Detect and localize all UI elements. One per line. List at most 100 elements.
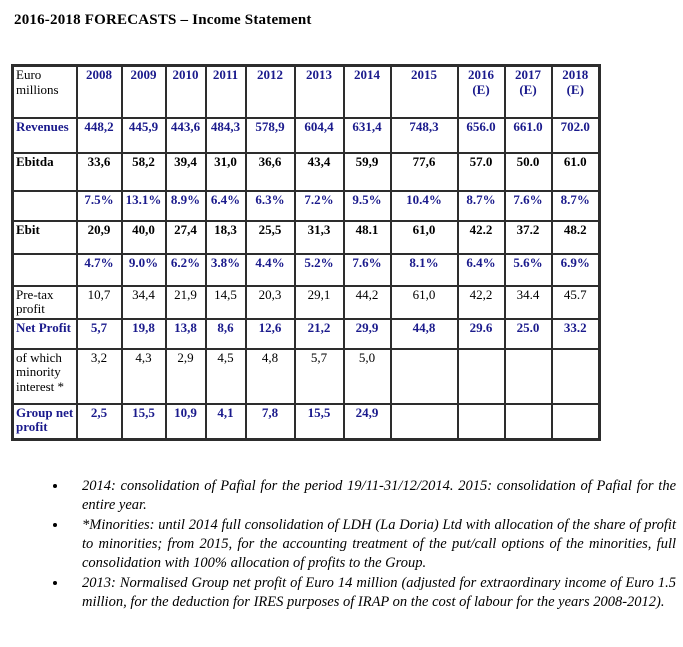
value-cell: 29.6 [456,317,506,350]
value-cell: 4.7% [75,252,123,287]
value-cell: 61.0 [550,151,601,192]
year-header-cell: 2013 [293,64,345,119]
value-cell: 631,4 [342,116,392,154]
value-cell: 33.2 [550,317,601,350]
value-cell: 18,3 [204,219,247,255]
year-header-cell: 2018 (E) [550,64,601,119]
value-cell: 42,2 [456,284,506,320]
value-cell: 5,7 [293,347,345,405]
value-cell: 748,3 [389,116,459,154]
value-cell: 8.7% [550,189,601,222]
value-cell: 7.6% [342,252,392,287]
value-cell: 8.9% [164,189,207,222]
year-header-cell: 2012 [244,64,296,119]
value-cell: 7,8 [244,402,296,441]
footnotes-list: 2014: consolidation of Pafial for the pe… [52,477,676,612]
value-cell: 448,2 [75,116,123,154]
value-cell: 9.0% [120,252,167,287]
value-cell: 19,8 [120,317,167,350]
value-cell: 10.4% [389,189,459,222]
value-cell: 13,8 [164,317,207,350]
year-header-cell: 2017 (E) [503,64,553,119]
value-cell [389,402,459,441]
value-cell: 6.3% [244,189,296,222]
value-cell: 58,2 [120,151,167,192]
value-cell: 5.2% [293,252,345,287]
income-table-body: Euro millions 2008 2009 2010 2011 2012 2013 201… [11,64,601,441]
value-cell: 31,0 [204,151,247,192]
value-cell: 4,1 [204,402,247,441]
table-row: Pre-tax profit 10,7 34,4 21,9 14,5 20,3 29,1 44… [11,284,601,320]
row-label: Group net profit [11,402,78,441]
value-cell: 4.4% [244,252,296,287]
value-cell: 5.6% [503,252,553,287]
value-cell: 5,0 [342,347,392,405]
value-cell: 12,6 [244,317,296,350]
value-cell: 8.7% [456,189,506,222]
value-cell: 40,0 [120,219,167,255]
value-cell: 29,9 [342,317,392,350]
value-cell: 4,5 [204,347,247,405]
footnote-item: *Minorities: until 2014 full consolidati… [68,516,676,573]
value-cell: 21,9 [164,284,207,320]
page-title: 2016-2018 FORECASTS – Income Statement [14,12,312,28]
value-cell: 484,3 [204,116,247,154]
value-cell: 50.0 [503,151,553,192]
value-cell: 702.0 [550,116,601,154]
value-cell: 59,9 [342,151,392,192]
value-cell: 34.4 [503,284,553,320]
value-cell [456,402,506,441]
value-cell: 13.1% [120,189,167,222]
row-label: of which minority interest * [11,347,78,405]
year-header-cell: 2015 [389,64,459,119]
year-header-cell: 2009 [120,64,167,119]
value-cell: 4,8 [244,347,296,405]
table-row: 7.5% 13.1% 8.9% 6.4% 6.3% 7.2% 9.5% 10.4% 8.7% 7.… [11,189,601,222]
row-label: Revenues [11,116,78,154]
value-cell: 44,8 [389,317,459,350]
value-cell [550,402,601,441]
value-cell: 15,5 [293,402,345,441]
value-cell: 6.4% [204,189,247,222]
value-cell: 61,0 [389,284,459,320]
value-cell: 21,2 [293,317,345,350]
year-header-cell: 2011 [204,64,247,119]
row-label: Net Profit [11,317,78,350]
footnote-item: 2014: consolidation of Pafial for the pe… [68,477,676,515]
value-cell: 6.9% [550,252,601,287]
value-cell [503,347,553,405]
value-cell [550,347,601,405]
table-row: Group net profit 2,5 15,5 10,9 4,1 7,8 15,5 24,… [11,402,601,441]
value-cell: 2,5 [75,402,123,441]
value-cell: 8.1% [389,252,459,287]
value-cell: 36,6 [244,151,296,192]
value-cell: 20,3 [244,284,296,320]
value-cell: 48.1 [342,219,392,255]
table-row: 4.7% 9.0% 6.2% 3.8% 4.4% 5.2% 7.6% 8.1% 6.4% 5.6%… [11,252,601,287]
year-header-cell: 2010 [164,64,207,119]
value-cell: 661.0 [503,116,553,154]
year-header-cell: 2008 [75,64,123,119]
value-cell: 34,4 [120,284,167,320]
value-cell: 37.2 [503,219,553,255]
value-cell: 10,9 [164,402,207,441]
income-table: Euro millions 2008 2009 2010 2011 2012 2013 201… [11,64,601,442]
value-cell: 31,3 [293,219,345,255]
value-cell: 443,6 [164,116,207,154]
row-label: Pre-tax profit [11,284,78,320]
value-cell: 25.0 [503,317,553,350]
value-cell: 6.4% [456,252,506,287]
row-label: Ebitda [11,151,78,192]
value-cell: 20,9 [75,219,123,255]
value-cell [503,402,553,441]
value-cell: 5,7 [75,317,123,350]
table-row: Ebit 20,9 40,0 27,4 18,3 25,5 31,3 48.1 61,0 42.2… [11,219,601,255]
table-row: Ebitda 33,6 58,2 39,4 31,0 36,6 43,4 59,9 77,6 57… [11,151,601,192]
value-cell: 29,1 [293,284,345,320]
value-cell: 61,0 [389,219,459,255]
value-cell: 42.2 [456,219,506,255]
value-cell: 7.6% [503,189,553,222]
corner-cell: Euro millions [11,64,78,119]
row-label [11,189,78,222]
year-header-cell: 2016 (E) [456,64,506,119]
